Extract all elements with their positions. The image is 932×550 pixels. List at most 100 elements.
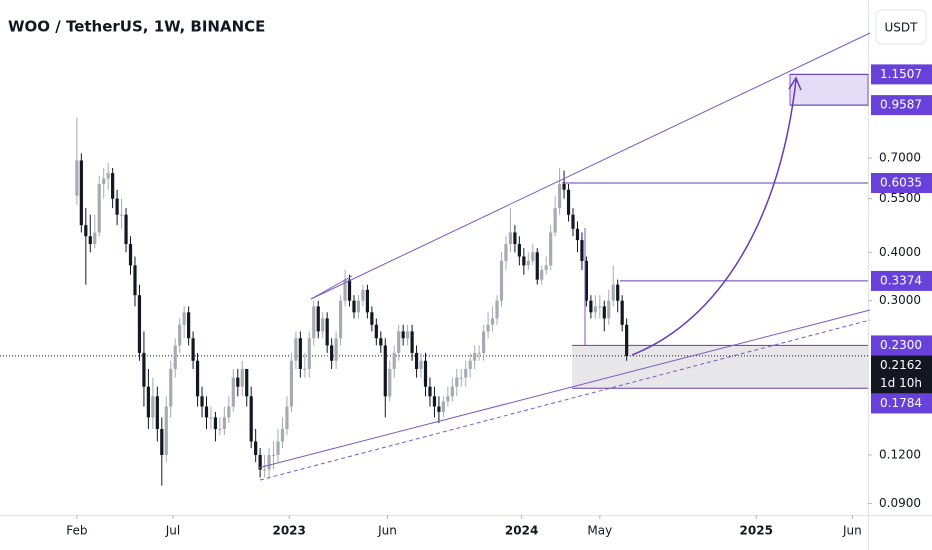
price-label-box bbox=[871, 95, 932, 116]
y-tick-label: 0.3000 bbox=[879, 293, 921, 307]
candle-body bbox=[379, 338, 383, 346]
y-tick-label: 0.7000 bbox=[879, 151, 921, 165]
candle-body bbox=[531, 252, 535, 261]
candle-body bbox=[361, 289, 365, 301]
price-label: 0.3374 bbox=[880, 273, 922, 287]
price-label-box bbox=[871, 64, 932, 85]
candle-body bbox=[522, 256, 526, 266]
candle-body bbox=[137, 295, 142, 353]
price-label-box bbox=[871, 335, 932, 356]
upper-channel bbox=[310, 32, 871, 300]
currency-label[interactable]: USDT bbox=[885, 21, 919, 35]
candle-body bbox=[330, 345, 334, 361]
candle-body bbox=[204, 406, 209, 418]
candle-body bbox=[575, 228, 580, 241]
candle-body bbox=[490, 318, 495, 325]
candle-body bbox=[455, 377, 459, 387]
candle-body bbox=[410, 331, 414, 353]
candle-body bbox=[218, 429, 222, 431]
candle-body bbox=[119, 214, 124, 216]
candle-body bbox=[280, 429, 285, 442]
x-tick-label: Jul bbox=[165, 524, 180, 538]
candle-body bbox=[374, 324, 378, 339]
candle-body bbox=[616, 284, 620, 301]
candle-body bbox=[383, 345, 387, 397]
candle-body bbox=[562, 184, 566, 190]
candle-body bbox=[450, 386, 454, 397]
candle-body bbox=[338, 300, 343, 339]
candle-body bbox=[93, 232, 97, 245]
candle-body bbox=[549, 232, 553, 266]
x-tick-label: Jun bbox=[842, 524, 862, 538]
candle-body bbox=[227, 406, 231, 418]
candle-body bbox=[428, 386, 432, 397]
candle-body bbox=[365, 289, 370, 313]
arrow-head bbox=[788, 76, 802, 91]
candle-body bbox=[397, 331, 401, 353]
candle-body bbox=[200, 396, 204, 407]
candle-body bbox=[102, 178, 106, 185]
candle-body bbox=[187, 312, 191, 339]
candle-body bbox=[432, 396, 437, 407]
price-label-box bbox=[871, 355, 932, 394]
candle-body bbox=[124, 214, 128, 245]
candle-body bbox=[473, 352, 477, 361]
candle-body bbox=[517, 244, 521, 257]
chart-title: WOO / TetherUS, 1W, BINANCE bbox=[8, 18, 265, 36]
candle-body bbox=[347, 279, 352, 301]
candle-body bbox=[160, 429, 164, 455]
candle-body bbox=[285, 406, 289, 430]
candle-body bbox=[557, 184, 562, 209]
candle-body bbox=[289, 360, 294, 407]
candle-body bbox=[464, 368, 468, 378]
candle-body bbox=[267, 454, 271, 470]
price-label: 0.9587 bbox=[880, 98, 922, 112]
y-tick-label: 0.4000 bbox=[879, 245, 921, 259]
candle-body bbox=[178, 324, 182, 346]
price-label: 1.1507 bbox=[880, 67, 922, 81]
candle-body bbox=[263, 469, 267, 471]
currency-button[interactable] bbox=[875, 9, 927, 45]
candle-body bbox=[133, 265, 137, 296]
candle-body bbox=[106, 173, 110, 179]
channel-segment bbox=[310, 275, 353, 300]
candle-body bbox=[334, 338, 338, 361]
candle-body bbox=[213, 417, 218, 430]
y-tick-label: 0.0900 bbox=[879, 496, 921, 510]
candle-body bbox=[240, 368, 244, 387]
candle-body bbox=[553, 208, 557, 233]
candle-body bbox=[128, 244, 133, 266]
candle-body bbox=[495, 300, 499, 319]
candle-body bbox=[486, 324, 490, 332]
price-label: 0.2162 bbox=[880, 358, 922, 372]
candle-body bbox=[414, 352, 419, 369]
candle-body bbox=[589, 300, 593, 313]
candle-body bbox=[508, 232, 513, 245]
candle-body bbox=[584, 260, 589, 301]
price-label-box bbox=[871, 270, 932, 291]
candle-body bbox=[249, 396, 253, 442]
candle-body bbox=[504, 244, 508, 261]
candle-body bbox=[499, 260, 504, 301]
candle-body bbox=[602, 306, 606, 319]
candle-body bbox=[84, 225, 88, 237]
candle-body bbox=[477, 352, 481, 354]
candle-body bbox=[271, 454, 276, 456]
candle-body bbox=[406, 331, 410, 339]
candle-body bbox=[419, 360, 423, 369]
candle-body bbox=[191, 338, 195, 361]
candle-body bbox=[540, 270, 544, 280]
candle-body bbox=[571, 214, 575, 229]
candle-body bbox=[303, 368, 307, 370]
x-tick-label: 2023 bbox=[272, 524, 305, 538]
candle-body bbox=[441, 401, 445, 412]
x-tick-label: May bbox=[587, 524, 612, 538]
candle-body bbox=[222, 417, 226, 430]
y-tick-label: 0.1200 bbox=[879, 447, 921, 461]
candle-body bbox=[611, 284, 615, 301]
support-zone bbox=[572, 345, 868, 389]
candle-body bbox=[423, 360, 428, 387]
candle-body bbox=[182, 312, 186, 325]
